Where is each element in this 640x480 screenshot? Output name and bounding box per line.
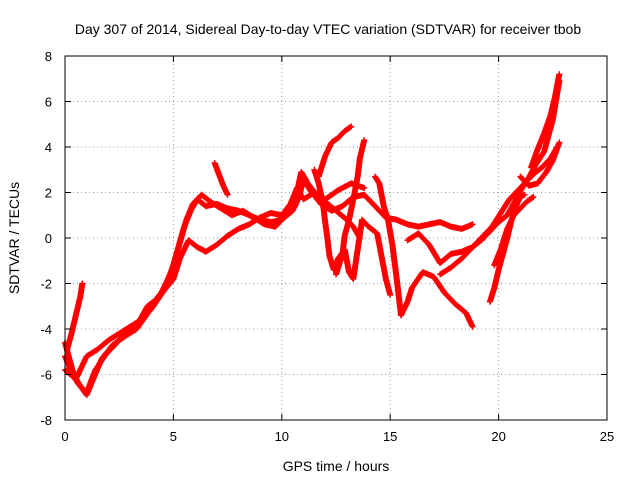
y-tick-label: -2 (40, 277, 52, 292)
y-tick-label: 2 (45, 186, 52, 201)
x-tick-label: 20 (491, 429, 505, 444)
data-track (528, 71, 563, 171)
data-track (211, 159, 231, 198)
data-track (372, 173, 476, 330)
x-axis-label: GPS time / hours (283, 458, 390, 474)
data-series (62, 71, 563, 398)
axis-ticks: 0 5 10 15 20 25 -8 -6 -4 -2 0 2 4 6 8 (40, 49, 614, 444)
x-tick-label: 0 (61, 429, 68, 444)
y-tick-label: -6 (40, 368, 52, 383)
data-track (491, 194, 537, 269)
x-tick-label: 5 (170, 429, 177, 444)
y-axis-label: SDTVAR / TECUs (6, 182, 22, 294)
y-tick-label: 0 (45, 231, 52, 246)
x-tick-label: 15 (383, 429, 397, 444)
y-tick-label: 4 (45, 140, 52, 155)
data-track (333, 137, 368, 278)
y-tick-label: 8 (45, 49, 52, 64)
data-track (311, 166, 394, 298)
x-tick-label: 10 (275, 429, 289, 444)
grid (65, 56, 607, 420)
y-tick-label: -4 (40, 322, 52, 337)
x-tick-label: 25 (600, 429, 614, 444)
data-track (315, 123, 355, 180)
data-track (64, 280, 86, 353)
chart-title: Day 307 of 2014, Sidereal Day-to-day VTE… (75, 21, 582, 37)
y-tick-label: -8 (40, 413, 52, 428)
y-tick-label: 6 (45, 95, 52, 110)
data-track (517, 139, 563, 189)
